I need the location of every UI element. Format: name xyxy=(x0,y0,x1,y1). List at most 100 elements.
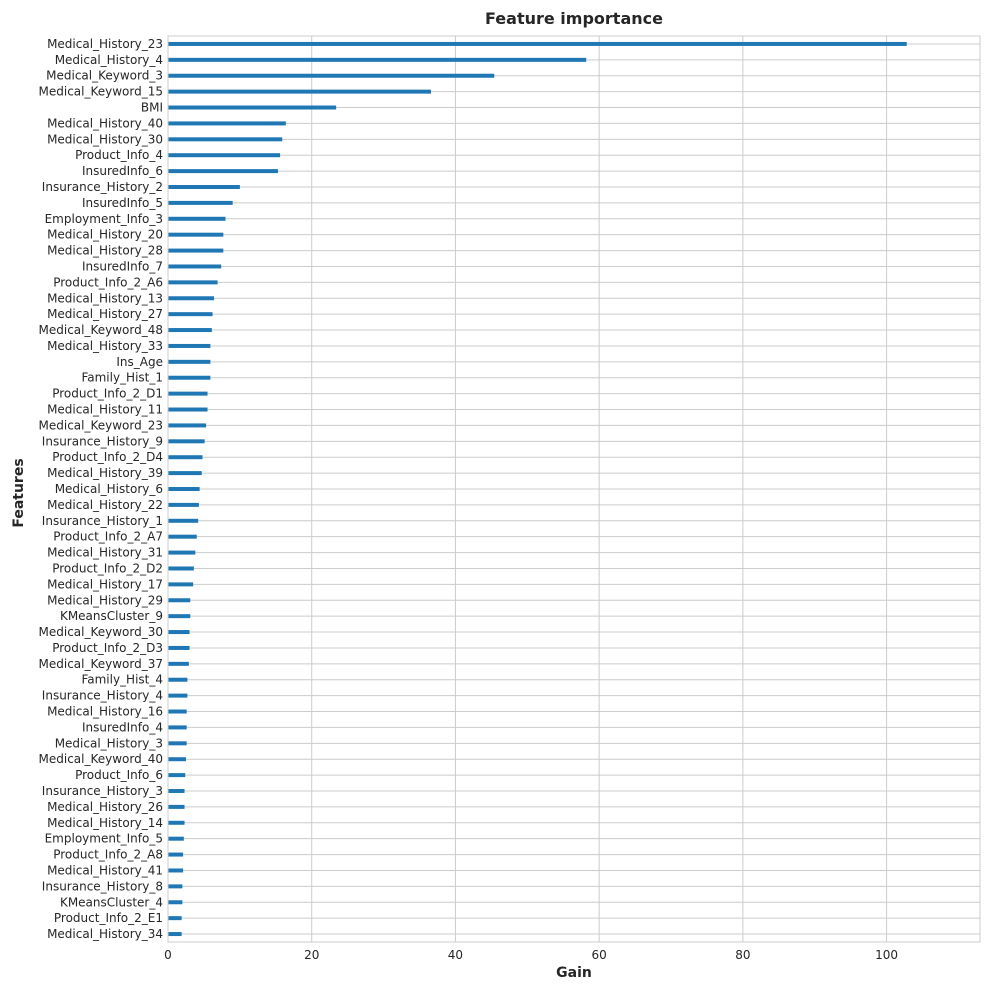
category-label: Insurance_History_3 xyxy=(42,784,163,798)
category-label: Medical_History_34 xyxy=(47,927,163,941)
category-label: Medical_History_16 xyxy=(47,705,163,719)
bar-insurance-history-8 xyxy=(168,884,183,889)
category-label: Product_Info_2_A8 xyxy=(53,848,163,862)
category-label: Product_Info_4 xyxy=(75,148,163,162)
category-label: BMI xyxy=(141,101,163,115)
bar-insurance-history-2 xyxy=(168,185,240,189)
bar-employment-info-5 xyxy=(168,836,184,841)
category-label: Medical_Keyword_3 xyxy=(46,69,163,83)
bar-insuredinfo-5 xyxy=(168,200,233,205)
bar-medical-history-41 xyxy=(168,868,184,873)
category-label: InsuredInfo_7 xyxy=(82,259,163,273)
bar-medical-history-3 xyxy=(168,741,187,746)
bar-insuredinfo-4 xyxy=(168,725,187,730)
category-label: Medical_History_22 xyxy=(47,498,163,512)
category-label: Product_Info_2_E1 xyxy=(54,911,163,925)
y-axis-label: Features xyxy=(11,458,27,527)
category-label: Insurance_History_4 xyxy=(42,689,163,703)
category-label: Medical_History_4 xyxy=(55,53,163,67)
category-label: Medical_History_31 xyxy=(47,546,163,560)
category-label: Product_Info_2_D2 xyxy=(52,561,163,575)
bars xyxy=(168,41,907,937)
bar-medical-keyword-40 xyxy=(168,757,186,762)
category-label: Medical_History_17 xyxy=(47,577,163,591)
bar-ins-age xyxy=(168,359,211,364)
bar-insurance-history-3 xyxy=(168,789,185,793)
bar-product-info-2-e1 xyxy=(168,916,182,921)
category-label: Insurance_History_1 xyxy=(42,514,163,528)
category-label: Medical_Keyword_37 xyxy=(39,657,164,671)
bar-insurance-history-4 xyxy=(168,693,188,698)
category-label: Product_Info_2_D3 xyxy=(52,641,163,655)
category-label: Medical_History_14 xyxy=(47,816,163,830)
bar-product-info-2-a7 xyxy=(168,534,197,539)
bar-medical-keyword-3 xyxy=(168,73,495,78)
category-label: Insurance_History_8 xyxy=(42,879,163,893)
category-label: Medical_History_40 xyxy=(47,116,163,130)
bar-insuredinfo-6 xyxy=(168,169,278,174)
category-label: Medical_History_33 xyxy=(47,339,163,353)
category-label: KMeansCluster_4 xyxy=(60,895,163,909)
x-tick-label: 20 xyxy=(304,948,319,962)
category-label: Insurance_History_2 xyxy=(42,180,163,194)
bar-insurance-history-1 xyxy=(168,518,199,523)
category-label: Medical_History_29 xyxy=(47,593,163,607)
bar-medical-history-6 xyxy=(168,487,200,491)
category-label: InsuredInfo_4 xyxy=(82,720,163,734)
bar-product-info-2-d2 xyxy=(168,566,194,571)
category-label: Medical_History_26 xyxy=(47,800,163,814)
bar-medical-keyword-37 xyxy=(168,661,189,666)
bar-medical-history-40 xyxy=(168,121,286,126)
bar-medical-history-27 xyxy=(168,312,213,317)
bar-medical-history-23 xyxy=(168,41,907,46)
category-label: KMeansCluster_9 xyxy=(60,609,163,623)
bar-product-info-4 xyxy=(168,153,281,158)
bar-family-hist-4 xyxy=(168,677,188,682)
bar-product-info-2-d3 xyxy=(168,645,190,650)
bar-kmeanscluster-9 xyxy=(168,614,191,619)
bar-medical-history-33 xyxy=(168,343,211,348)
bar-medical-history-4 xyxy=(168,57,587,62)
bar-medical-history-30 xyxy=(168,137,283,142)
category-label: Product_Info_6 xyxy=(75,768,163,782)
category-label: Medical_History_6 xyxy=(55,482,163,496)
bar-product-info-2-d4 xyxy=(168,455,203,460)
x-tick-label: 0 xyxy=(164,948,172,962)
category-label: Insurance_History_9 xyxy=(42,434,163,448)
category-label: Medical_History_13 xyxy=(47,291,163,305)
x-tick-label: 80 xyxy=(735,948,750,962)
category-label: Employment_Info_5 xyxy=(45,832,163,846)
bar-medical-history-26 xyxy=(168,804,185,809)
category-label: Medical_Keyword_23 xyxy=(39,418,164,432)
x-axis-label: Gain xyxy=(556,965,592,981)
bar-medical-keyword-48 xyxy=(168,328,212,333)
category-label: Medical_Keyword_48 xyxy=(39,323,164,337)
bar-product-info-2-a8 xyxy=(168,852,184,857)
category-label: Medical_History_20 xyxy=(47,228,163,242)
category-label: Product_Info_2_D4 xyxy=(52,450,163,464)
bar-product-info-6 xyxy=(168,773,186,778)
bar-employment-info-3 xyxy=(168,216,226,221)
category-label: Medical_History_30 xyxy=(47,132,163,146)
category-label: Medical_History_23 xyxy=(47,37,163,51)
bar-kmeanscluster-4 xyxy=(168,900,183,905)
category-labels: Medical_History_23 Medical_History_4 Medic… xyxy=(39,37,164,941)
category-label: Medical_History_11 xyxy=(47,403,163,417)
category-label: Ins_Age xyxy=(116,355,163,369)
category-label: Medical_Keyword_15 xyxy=(39,85,164,99)
bar-medical-history-17 xyxy=(168,582,194,587)
x-tick-labels: 0 20 40 60 80 100 xyxy=(164,948,898,962)
bar-medical-keyword-15 xyxy=(168,89,432,94)
bar-medical-history-31 xyxy=(168,550,196,555)
bar-medical-history-20 xyxy=(168,232,224,237)
bar-medical-history-22 xyxy=(168,502,199,507)
category-label: Medical_History_41 xyxy=(47,863,163,877)
bar-product-info-2-a6 xyxy=(168,280,218,285)
bar-bmi xyxy=(168,105,337,110)
bar-medical-history-14 xyxy=(168,820,185,825)
bar-medical-history-28 xyxy=(168,248,224,253)
bar-medical-keyword-23 xyxy=(168,423,207,428)
category-label: Product_Info_2_A6 xyxy=(53,275,163,289)
